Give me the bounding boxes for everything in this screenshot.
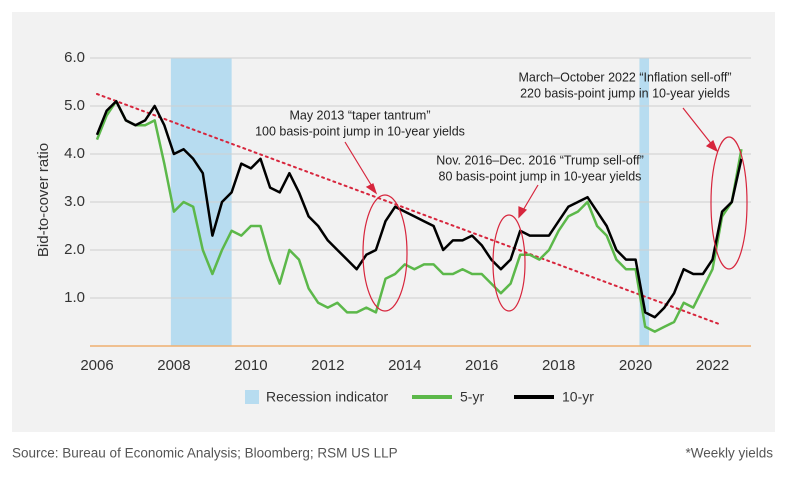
- legend-label: 10-yr: [562, 389, 594, 405]
- annotation: Nov. 2016–Dec. 2016 “Trump sell-off”: [436, 153, 644, 167]
- source: Source: Bureau of Economic Analysis; Blo…: [12, 446, 398, 461]
- y-tick-label: 5.0: [64, 97, 85, 114]
- y-tick-label: 3.0: [64, 193, 85, 210]
- x-tick-label: 2006: [80, 357, 113, 374]
- legend-label: Recession indicator: [266, 389, 389, 405]
- arrowhead: [518, 206, 528, 219]
- y-axis-label: Bid-to-cover ratio: [35, 143, 52, 257]
- annotation: May 2013 “taper tantrum”: [289, 108, 430, 122]
- y-tick-label: 6.0: [64, 49, 85, 66]
- annotation: 80 basis-point jump in 10-year yields: [439, 169, 642, 183]
- series-line: [95, 99, 743, 319]
- lines: [95, 93, 743, 333]
- highlight-ellipse: [362, 194, 408, 312]
- highlight-ellipse: [492, 214, 526, 312]
- x-tick-label: 2016: [465, 357, 498, 374]
- legend-swatch: [245, 390, 259, 404]
- x-tick-label: 2008: [157, 357, 190, 374]
- x-tick-label: 2014: [388, 357, 421, 374]
- x-tick-label: 2012: [311, 357, 344, 374]
- annotation-shapes: [344, 107, 748, 312]
- arrowhead: [365, 183, 378, 195]
- y-tick-label: 2.0: [64, 241, 85, 258]
- x-tick-label: 2022: [696, 357, 729, 374]
- trend-line: [96, 93, 722, 326]
- note: *Weekly yields: [685, 446, 773, 461]
- y-tick-label: 1.0: [64, 289, 85, 306]
- annotation: March–October 2022 “Inflation sell-off”: [518, 70, 731, 84]
- x-tick-label: 2010: [234, 357, 267, 374]
- y-tick-label: 4.0: [64, 145, 85, 162]
- highlight-ellipse: [710, 136, 748, 270]
- arrow: [521, 184, 539, 213]
- x-tick-label: 2020: [619, 357, 652, 374]
- annotation: 220 basis-point jump in 10-year yields: [520, 86, 730, 100]
- arrow: [682, 107, 714, 147]
- legend-label: 5-yr: [460, 389, 484, 405]
- grid: [90, 57, 751, 347]
- annotation: 100 basis-point jump in 10-year yields: [255, 124, 465, 138]
- x-tick-label: 2018: [542, 357, 575, 374]
- arrowhead: [705, 140, 719, 153]
- series-line: [95, 99, 743, 333]
- arrow: [344, 141, 374, 189]
